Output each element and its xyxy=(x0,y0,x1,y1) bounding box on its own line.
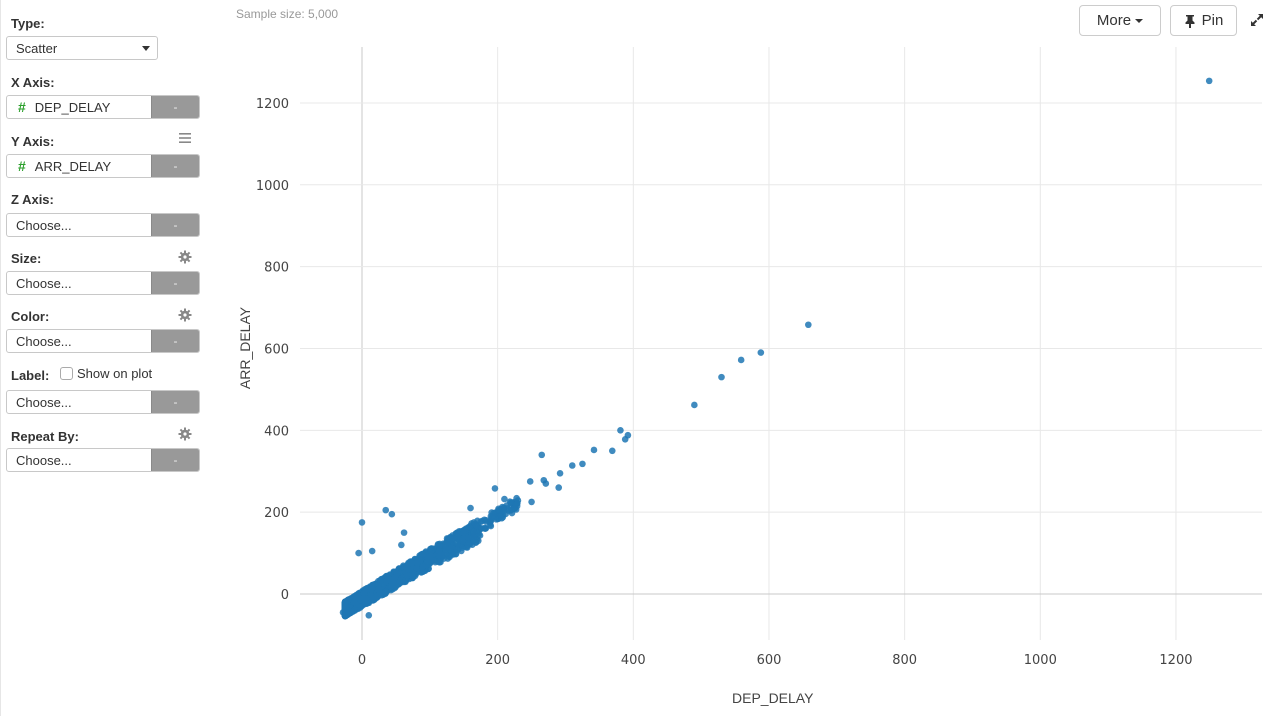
pin-icon xyxy=(1185,14,1195,28)
svg-text:400: 400 xyxy=(264,424,289,439)
repeat-by-remove-button[interactable]: - xyxy=(151,449,199,471)
x-axis-label: X Axis: xyxy=(11,75,55,90)
label-label: Label: xyxy=(11,368,50,383)
show-on-plot-toggle[interactable]: Show on plot xyxy=(60,366,152,381)
show-on-plot-label: Show on plot xyxy=(77,366,153,381)
repeat-by-field[interactable]: Choose... xyxy=(16,452,72,468)
chart-type-select[interactable]: Scatter xyxy=(6,36,158,60)
svg-text:200: 200 xyxy=(485,653,510,668)
size-picker[interactable]: Choose... - xyxy=(6,271,200,295)
z-axis-label: Z Axis: xyxy=(11,192,54,207)
sample-size-text: Sample size: 5,000 xyxy=(236,7,339,21)
gear-icon[interactable] xyxy=(177,308,193,324)
color-label: Color: xyxy=(11,309,50,324)
y-axis-field[interactable]: # ARR_DELAY xyxy=(7,155,151,177)
svg-text:400: 400 xyxy=(621,653,646,668)
caret-down-icon xyxy=(142,46,150,51)
chart-config-panel: Type: Scatter X Axis: # DEP_DELAY - Y Ax… xyxy=(0,0,210,716)
x-axis-value: DEP_DELAY xyxy=(34,99,111,115)
gear-icon[interactable] xyxy=(177,427,193,443)
expand-icon[interactable] xyxy=(1249,12,1265,28)
chart-type-value: Scatter xyxy=(16,41,58,56)
svg-text:600: 600 xyxy=(757,653,782,668)
size-label: Size: xyxy=(11,251,42,266)
menu-icon[interactable] xyxy=(177,131,193,147)
size-remove-button[interactable]: - xyxy=(151,272,199,294)
y-axis-remove-button[interactable]: - xyxy=(151,155,199,177)
color-field[interactable]: Choose... xyxy=(16,333,72,349)
x-axis-picker[interactable]: # DEP_DELAY - xyxy=(6,95,200,119)
repeat-by-label: Repeat By: xyxy=(11,429,79,444)
svg-text:800: 800 xyxy=(264,261,289,276)
svg-text:1200: 1200 xyxy=(256,97,289,112)
y-axis-label: Y Axis: xyxy=(11,134,55,149)
color-remove-button[interactable]: - xyxy=(151,330,199,352)
number-type-icon: # xyxy=(18,158,26,174)
svg-text:600: 600 xyxy=(264,342,289,357)
number-type-icon: # xyxy=(18,99,26,115)
show-on-plot-checkbox[interactable] xyxy=(60,367,73,380)
svg-text:1200: 1200 xyxy=(1159,653,1192,668)
x-axis-title: DEP_DELAY xyxy=(732,690,814,706)
size-field[interactable]: Choose... xyxy=(16,275,72,291)
y-axis-value: ARR_DELAY xyxy=(34,158,112,174)
caret-down-icon xyxy=(1135,18,1144,23)
label-field[interactable]: Choose... xyxy=(16,394,72,410)
svg-text:0: 0 xyxy=(358,653,366,668)
pin-label: Pin xyxy=(1201,12,1224,29)
y-axis-title: ARR_DELAY xyxy=(237,306,253,390)
svg-text:800: 800 xyxy=(892,653,917,668)
pin-button[interactable]: Pin xyxy=(1170,5,1237,36)
repeat-by-picker[interactable]: Choose... - xyxy=(6,448,200,472)
svg-text:200: 200 xyxy=(264,506,289,521)
svg-text:1000: 1000 xyxy=(256,179,289,194)
label-picker[interactable]: Choose... - xyxy=(6,390,200,414)
z-axis-field[interactable]: Choose... xyxy=(16,217,72,233)
svg-text:1000: 1000 xyxy=(1024,653,1057,668)
type-label: Type: xyxy=(11,16,45,31)
more-label: More xyxy=(1096,12,1132,29)
label-remove-button[interactable]: - xyxy=(151,391,199,413)
svg-text:0: 0 xyxy=(281,588,289,603)
x-axis-field[interactable]: # DEP_DELAY xyxy=(7,96,151,118)
color-picker[interactable]: Choose... - xyxy=(6,329,200,353)
x-axis-remove-button[interactable]: - xyxy=(151,96,199,118)
gear-icon[interactable] xyxy=(177,250,193,266)
y-axis-picker[interactable]: # ARR_DELAY - xyxy=(6,154,200,178)
z-axis-picker[interactable]: Choose... - xyxy=(6,213,200,237)
z-axis-remove-button[interactable]: - xyxy=(151,214,199,236)
more-button[interactable]: More xyxy=(1079,5,1161,36)
